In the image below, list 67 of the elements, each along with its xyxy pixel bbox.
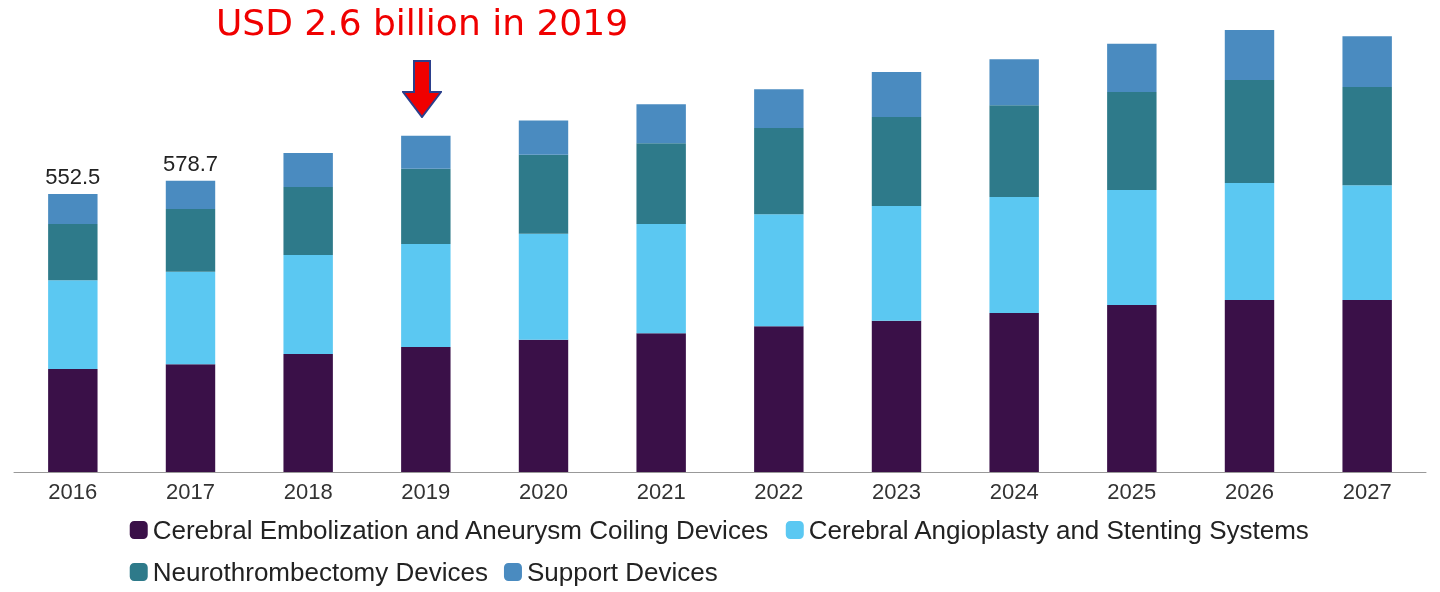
x-tick-label: 2016 (48, 478, 98, 504)
bar (989, 312, 1039, 472)
bar (1342, 300, 1392, 472)
bar (754, 214, 804, 327)
bar (989, 59, 1039, 106)
bar (1107, 190, 1157, 305)
bar (283, 152, 333, 187)
bar (48, 280, 98, 370)
x-tick-label: 2022 (754, 478, 804, 504)
bar (636, 333, 686, 472)
bar (283, 186, 333, 255)
bar (283, 254, 333, 354)
bar (1342, 36, 1392, 88)
legend-label: Neurothrombectomy Devices (152, 557, 488, 587)
x-tick-label: 2020 (519, 478, 568, 504)
x-tick-label: 2021 (636, 478, 686, 504)
bar (401, 243, 451, 347)
x-tick-label: 2018 (283, 478, 333, 504)
bar (871, 205, 922, 321)
bar (636, 143, 686, 225)
bar (518, 154, 569, 234)
bar (401, 168, 451, 244)
bar (1224, 30, 1275, 80)
legend-label: Cerebral Angioplasty and Stenting Systems (808, 515, 1309, 545)
annotation: 578.7 (162, 150, 219, 177)
bar (401, 346, 451, 472)
bar (48, 369, 98, 472)
bar (48, 224, 98, 281)
bar (754, 326, 804, 472)
bar (48, 193, 98, 225)
bar (636, 104, 686, 144)
annotation: 552.5 (45, 163, 101, 190)
x-tick-label: 2019 (401, 478, 451, 504)
bar (1107, 304, 1157, 472)
bar (989, 197, 1039, 313)
bar (1224, 79, 1275, 183)
bar (518, 120, 569, 155)
x-tick-label: 2023 (872, 478, 921, 504)
x-tick-label: 2024 (989, 478, 1039, 504)
bar (754, 89, 804, 129)
bar (165, 364, 216, 472)
bar (165, 180, 216, 210)
bar (165, 209, 216, 272)
bar (754, 128, 804, 215)
bar (636, 224, 686, 334)
bar (283, 353, 333, 472)
bar (518, 233, 569, 340)
bar (401, 135, 451, 169)
bar (518, 339, 569, 472)
annotation: USD 2.6 billion in 2019 (215, 2, 629, 43)
x-tick-label: 2017 (166, 478, 215, 504)
bar (871, 117, 922, 206)
x-tick-label: 2027 (1342, 478, 1392, 504)
bar (165, 271, 216, 365)
x-tick-label: 2026 (1225, 478, 1274, 504)
bar (989, 105, 1039, 198)
bar (871, 71, 922, 118)
bar (1107, 91, 1157, 190)
bar (1107, 43, 1157, 92)
bar (1342, 185, 1392, 301)
x-tick-label: 2025 (1107, 478, 1157, 504)
legend-label: Cerebral Embolization and Aneurysm Coiling Devices (152, 515, 769, 545)
bar (1224, 300, 1275, 472)
bar (1224, 182, 1275, 301)
bar (871, 320, 922, 472)
bar (1342, 87, 1392, 186)
legend-label: Support Devices (526, 557, 718, 587)
